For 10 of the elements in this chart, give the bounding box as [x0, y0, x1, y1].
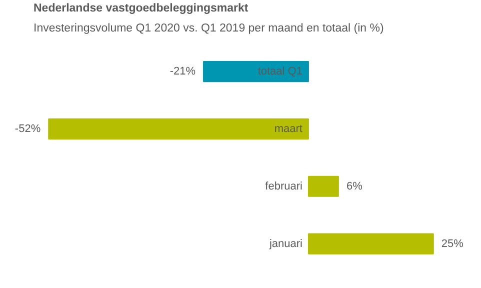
chart-title: Nederlandse vastgoedbeleggingsmarkt	[34, 2, 248, 14]
data-label: -52%	[14, 122, 41, 135]
y-tick-label: januari	[268, 238, 302, 250]
chart-subtitle: Investeringsvolume Q1 2020 vs. Q1 2019 per maand en totaal (in %)	[34, 22, 384, 34]
data-label: 6%	[346, 180, 363, 192]
data-label: 25%	[441, 238, 464, 250]
data-label: -21%	[170, 66, 196, 78]
y-tick-label: totaal Q1	[258, 66, 302, 78]
y-tick-label: februari	[265, 180, 302, 192]
y-tick-label: maart	[274, 122, 302, 135]
